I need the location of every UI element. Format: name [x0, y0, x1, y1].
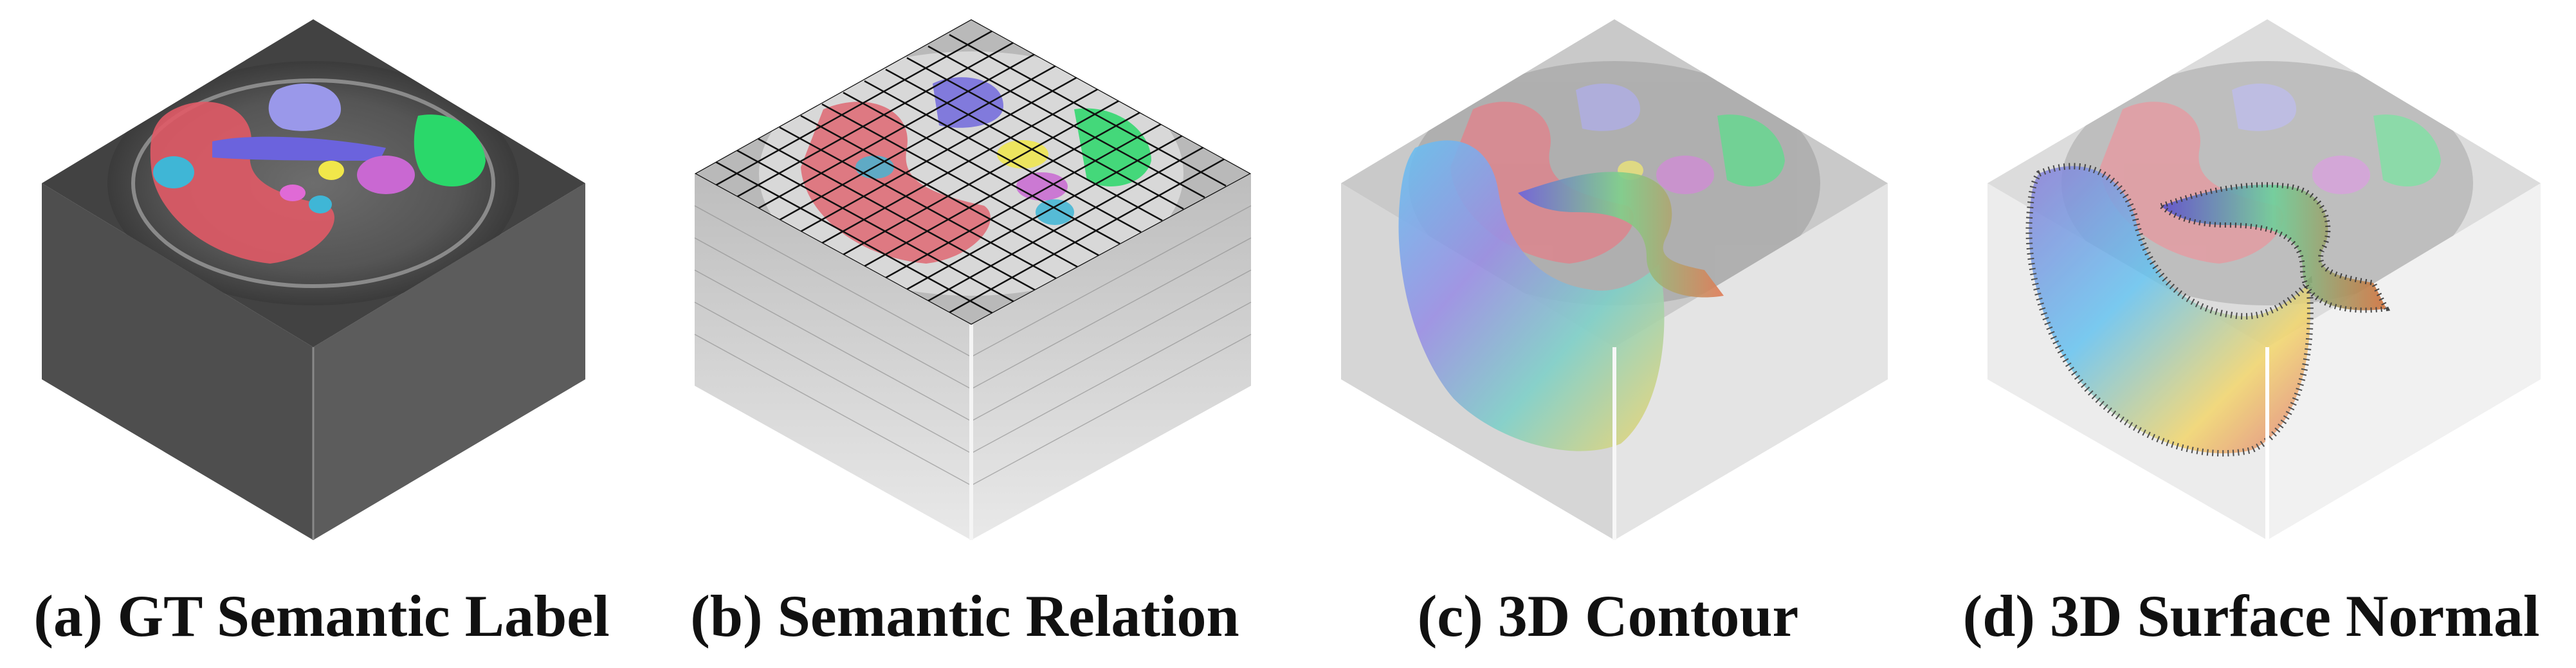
- panel-a: (a) GT Semantic Label: [0, 0, 643, 668]
- caption-c: (c) 3D Contour: [1417, 583, 1799, 649]
- cube-right-face: [2267, 183, 2541, 540]
- pancreas-contour: [1518, 172, 1724, 298]
- stomach-region: [268, 84, 341, 131]
- cube-gt-semantic-label: [42, 19, 585, 540]
- panel-d: (d) 3D Surface Normal: [1930, 0, 2573, 668]
- cube-left-face: [695, 174, 971, 540]
- panel-c: (c) 3D Contour: [1286, 0, 1930, 668]
- spleen-surface-normal: [2025, 163, 2314, 457]
- caption-b: (b) Semantic Relation: [690, 583, 1239, 649]
- liver-region: [414, 114, 486, 186]
- spleen-contour: [1398, 140, 1665, 451]
- duodenum-region: [280, 185, 306, 201]
- panel-b: (b) Semantic Relation: [643, 0, 1286, 668]
- pancreas-region: [212, 136, 386, 161]
- spleen-region: [150, 102, 334, 264]
- cube-left-face: [42, 183, 313, 540]
- cube-right-face: [313, 183, 585, 540]
- aorta-region: [318, 161, 344, 180]
- cube-3d-surface-normal: [1987, 19, 2541, 540]
- cube-semantic-relation: [694, 19, 1252, 540]
- caption-a: (a) GT Semantic Label: [33, 583, 610, 649]
- ct-slice: [107, 61, 519, 305]
- cube-3d-contour: [1341, 19, 1888, 540]
- cube-top-face: [1987, 19, 2541, 347]
- gallbladder-region: [357, 156, 415, 194]
- caption-d: (d) 3D Surface Normal: [1962, 583, 2540, 649]
- cube-right-face: [1614, 183, 1888, 540]
- cube-right-face: [971, 174, 1251, 540]
- portal-vein-region: [153, 156, 194, 188]
- semantic-relation-grid: [695, 19, 1251, 325]
- pancreas-surface-normal: [2156, 182, 2391, 313]
